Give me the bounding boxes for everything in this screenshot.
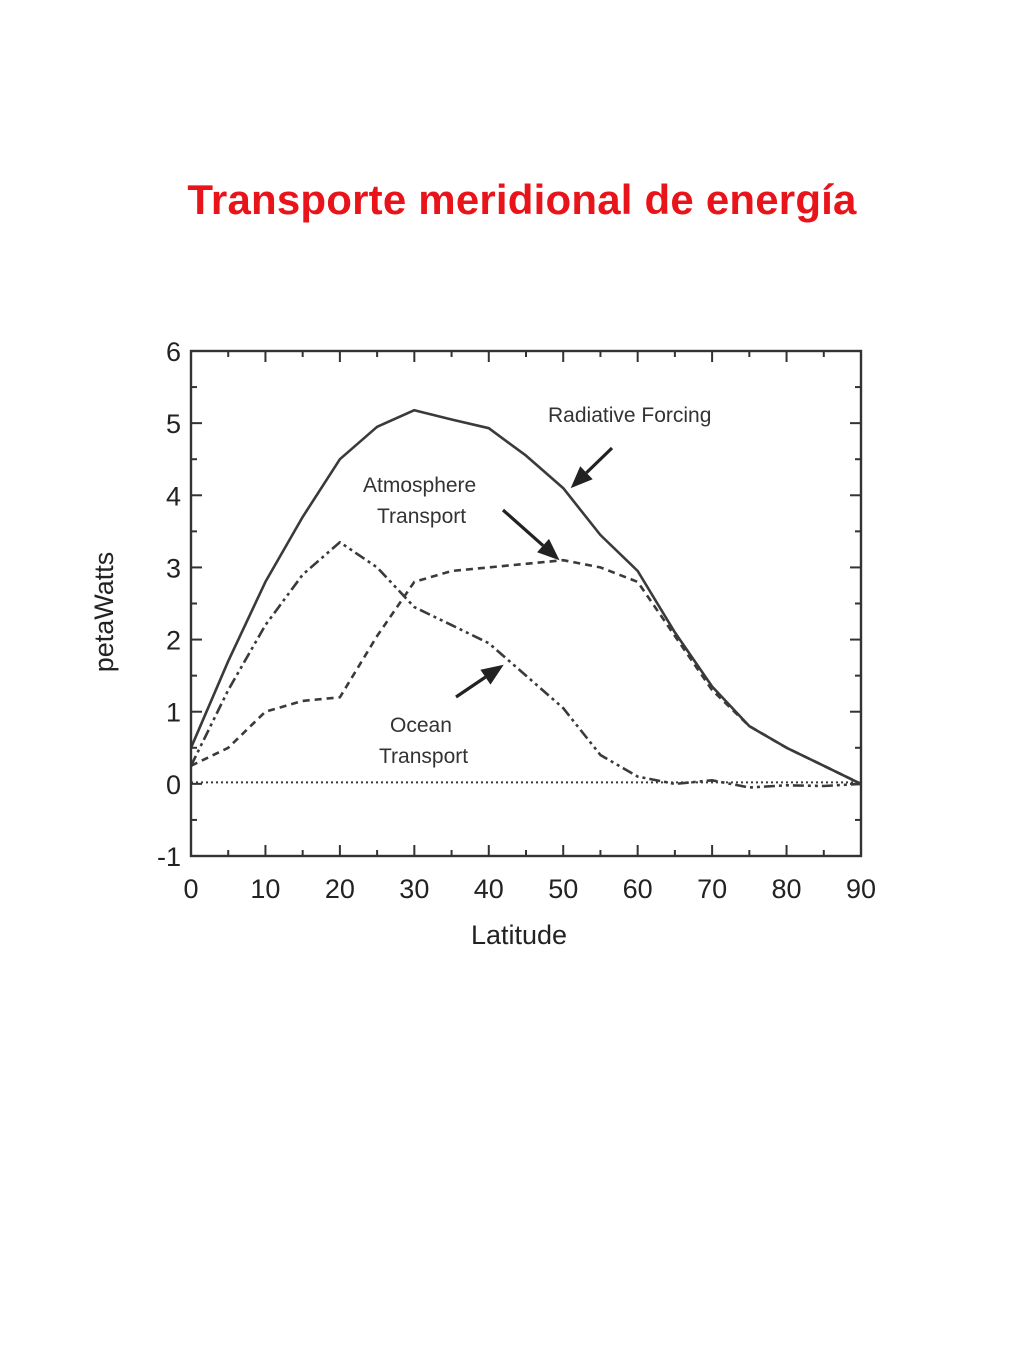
- annotation-arrow-head: [537, 538, 560, 561]
- annotation-arrow-head: [570, 466, 593, 489]
- annotation-atmosphere-transport: Transport: [377, 505, 466, 528]
- y-axis-title: petaWatts: [89, 552, 119, 673]
- annotation-arrow-shaft: [585, 446, 614, 474]
- y-tick-label: 5: [166, 409, 181, 439]
- x-tick-label: 70: [697, 874, 727, 904]
- annotation-ocean: Ocean: [390, 714, 452, 737]
- x-tick-label: 0: [183, 874, 198, 904]
- y-tick-label: -1: [157, 842, 181, 872]
- y-tick-label: 2: [166, 626, 181, 656]
- y-tick-label: 1: [166, 698, 181, 728]
- annotations: Radiative Forcing Atmosphere Transport O…: [363, 404, 711, 768]
- series-line-atmosphere-transport: [190, 558, 862, 786]
- annotation-arrow-head: [480, 664, 504, 685]
- y-tick-label: 3: [166, 553, 181, 583]
- series-lines: [189, 408, 862, 789]
- annotation-ocean-transport: Transport: [379, 745, 468, 768]
- y-tick-label: 4: [166, 481, 181, 511]
- x-tick-label: 30: [399, 874, 429, 904]
- x-tick-label: 50: [548, 874, 578, 904]
- x-tick-label: 40: [474, 874, 504, 904]
- y-tick-label: 6: [166, 337, 181, 367]
- x-tick-label: 10: [250, 874, 280, 904]
- x-tick-label: 80: [772, 874, 802, 904]
- x-tick-label: 90: [846, 874, 876, 904]
- annotation-radiative-forcing: Radiative Forcing: [548, 404, 711, 427]
- slide-title: Transporte meridional de energía: [187, 176, 857, 223]
- annotation-arrow-shaft: [501, 508, 545, 547]
- series-line-radiative-forcing: [189, 408, 862, 786]
- x-tick-label: 20: [325, 874, 355, 904]
- series-line-ocean-transport: [189, 540, 862, 789]
- y-tick-label: 0: [166, 770, 181, 800]
- tick-marks: [190, 350, 862, 857]
- plot-frame: [189, 349, 863, 858]
- x-axis-title: Latitude: [471, 920, 567, 950]
- x-tick-label: 60: [623, 874, 653, 904]
- annotation-atmosphere: Atmosphere: [363, 474, 476, 497]
- annotation-arrow-shaft: [455, 675, 487, 699]
